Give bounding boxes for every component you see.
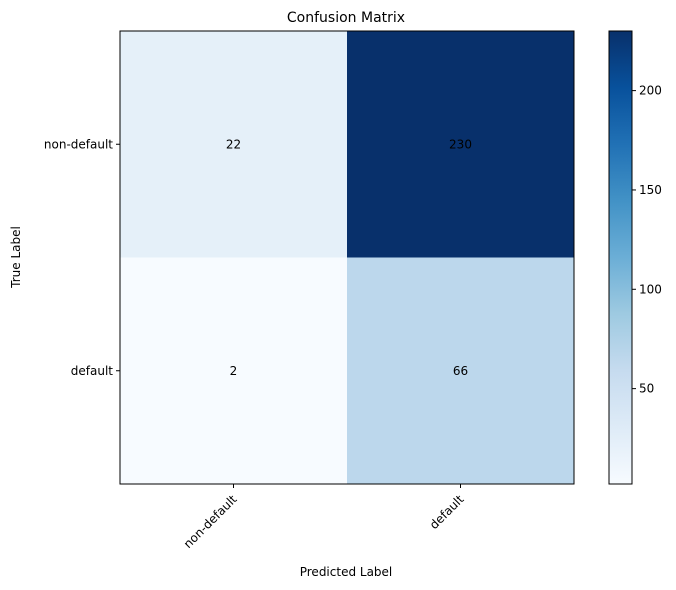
colorbar-tick-label: 100 (639, 282, 662, 296)
cell-value-label: 230 (449, 137, 472, 151)
x-axis-label: Predicted Label (300, 565, 393, 579)
chart-title: Confusion Matrix (287, 10, 405, 26)
y-tick-label: non-default (44, 137, 113, 151)
x-axis-ticks: non-default default (181, 484, 467, 551)
colorbar-ticks: 50 100 150 200 (632, 84, 662, 396)
y-axis-ticks: non-default default (44, 137, 120, 378)
plot-frame (119, 30, 575, 485)
heatmap-cells (120, 31, 574, 484)
colorbar-tick-label: 200 (639, 84, 662, 98)
heatmap-cell (120, 257, 347, 484)
cell-value-labels: 22 230 2 66 (226, 137, 472, 378)
colorbar-tick-label: 50 (639, 382, 654, 396)
colorbar (608, 30, 633, 485)
cell-value-label: 2 (230, 364, 238, 378)
y-tick-label: default (71, 364, 114, 378)
heatmap-cell (120, 31, 347, 258)
x-tick-label: default (427, 492, 467, 532)
colorbar-tick-label: 150 (639, 183, 662, 197)
heatmap-cell (347, 257, 574, 484)
cell-value-label: 22 (226, 137, 241, 151)
x-tick-label: non-default (181, 492, 240, 551)
heatmap-cell (347, 31, 574, 258)
cell-value-label: 66 (453, 364, 468, 378)
y-axis-label: True Label (9, 226, 23, 289)
